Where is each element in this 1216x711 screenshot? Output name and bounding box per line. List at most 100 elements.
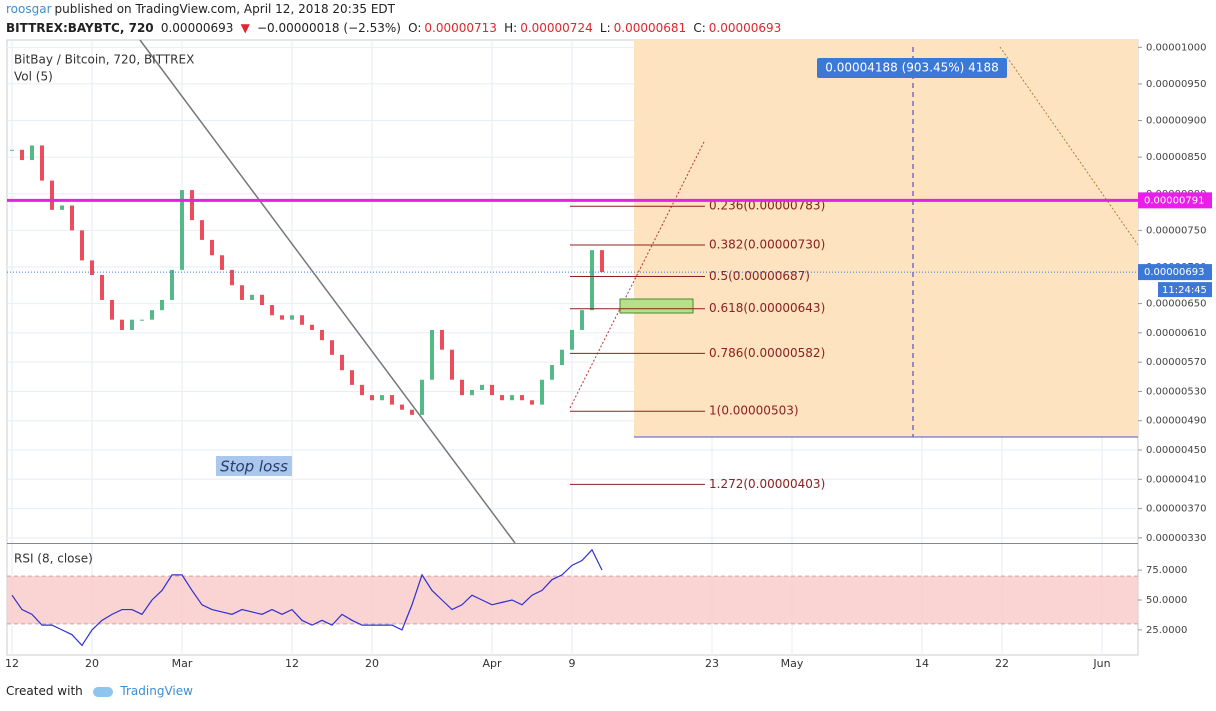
projection-tag [817,58,1007,78]
volume-label: Vol (5) [14,70,53,84]
candle [380,395,384,401]
c-label: C: [693,21,706,35]
trend-line [139,39,516,544]
y-tick-label: 50.0000 [1146,595,1187,606]
y-tick-label: 0.00000650 [1146,299,1206,310]
y-tick-label: 0.00000370 [1146,504,1206,515]
y-tick-label: 0.00000570 [1146,357,1206,368]
c: 0.00000693 [708,21,782,35]
resistance-label: 0.00000791 [1144,195,1204,206]
countdown: 11:24:45 [1162,285,1207,296]
x-tick-label: 22 [995,657,1009,670]
candle [20,149,24,161]
fib-label: 0.618(0.00000643) [709,301,825,315]
candle [560,349,564,366]
candle [250,294,254,300]
y-tick-label: 0.00000610 [1146,328,1206,339]
candle [410,409,414,415]
candle [510,395,514,401]
candle [270,305,274,316]
x-tick-label: Apr [482,657,502,670]
candle [200,220,204,240]
x-tick-label: 12 [5,657,19,670]
candle [10,149,14,151]
candle [130,319,134,330]
x-tick-label: May [781,657,804,670]
candle [300,315,304,325]
x-tick-label: 23 [705,657,719,670]
candle [360,384,364,396]
candle [310,324,314,330]
x-tick-label: 12 [285,657,299,670]
y-tick-label: 0.00000950 [1146,79,1206,90]
chart: Stop loss BitBay / Bitcoin, 720, BITTREX… [5,39,1212,670]
candle [520,395,524,401]
candle [330,340,334,355]
fib-label: 0.236(0.00000783) [709,199,825,213]
footer: Created with TradingView [6,684,193,698]
y-tick-label: 0.00000530 [1146,386,1206,397]
candle [460,379,464,396]
chart-title: BitBay / Bitcoin, 720, BITTREX [14,53,194,67]
x-tick-label: 20 [365,657,379,670]
fib-label: 0.786(0.00000582) [709,346,825,360]
candle [550,365,554,380]
y-tick-label: 0.00000490 [1146,416,1206,427]
x-tick-label: 20 [85,657,99,670]
y-tick-label: 0.00000900 [1146,116,1206,127]
y-tick-label: 0.00000330 [1146,533,1206,544]
candle [600,250,604,273]
candle [120,319,124,330]
candle [240,285,244,300]
fib-label: 1.272(0.00000403) [709,477,825,491]
candle [230,269,234,286]
stop-loss: Stop loss [220,458,288,476]
y-tick-label: 0.00000450 [1146,445,1206,456]
countdown-tag [1158,282,1212,298]
author[interactable]: roosgar [6,2,52,16]
candle [40,145,44,181]
candle [430,329,434,380]
candle [500,395,504,401]
y-tick-label: 25.0000 [1146,625,1187,636]
candle [420,379,424,415]
l-label: L: [599,21,611,35]
candle [100,275,104,300]
candle [290,315,294,320]
candle [60,205,64,210]
candle [70,205,74,231]
y-tick-label: 0.00001000 [1146,42,1206,53]
candle [110,299,114,320]
candle [90,260,94,276]
rsi-line [11,548,603,647]
candle [400,404,404,410]
candle [540,379,544,405]
candle [280,315,284,320]
candle [570,329,574,350]
publish-line: roosgar published on TradingView.com, Apr… [6,2,398,16]
candle [350,370,354,385]
fib-label: 1(0.00000503) [709,404,799,418]
candle [180,190,184,270]
x-tick-label: 9 [569,657,576,670]
x-tick-label: Mar [172,657,193,670]
brand[interactable]: TradingView [120,684,193,698]
candle [30,145,34,161]
change: −0.00000018 (−2.53%) [256,21,401,35]
candle [470,389,474,396]
x-tick-label: 14 [915,657,929,670]
rsi-band [7,576,1138,624]
y-tick-label: 75.0000 [1146,565,1187,576]
stop-loss-box [216,456,292,476]
l: 0.00000681 [613,21,687,35]
y-tick-label: 0.00000750 [1146,225,1206,236]
fib-label: 0.382(0.00000730) [709,238,825,252]
candle [580,310,584,330]
o: 0.00000713 [424,21,497,35]
candle [80,230,84,261]
candle [140,319,144,321]
candle [170,269,174,300]
candle [530,400,534,405]
o-label: O: [408,21,422,35]
